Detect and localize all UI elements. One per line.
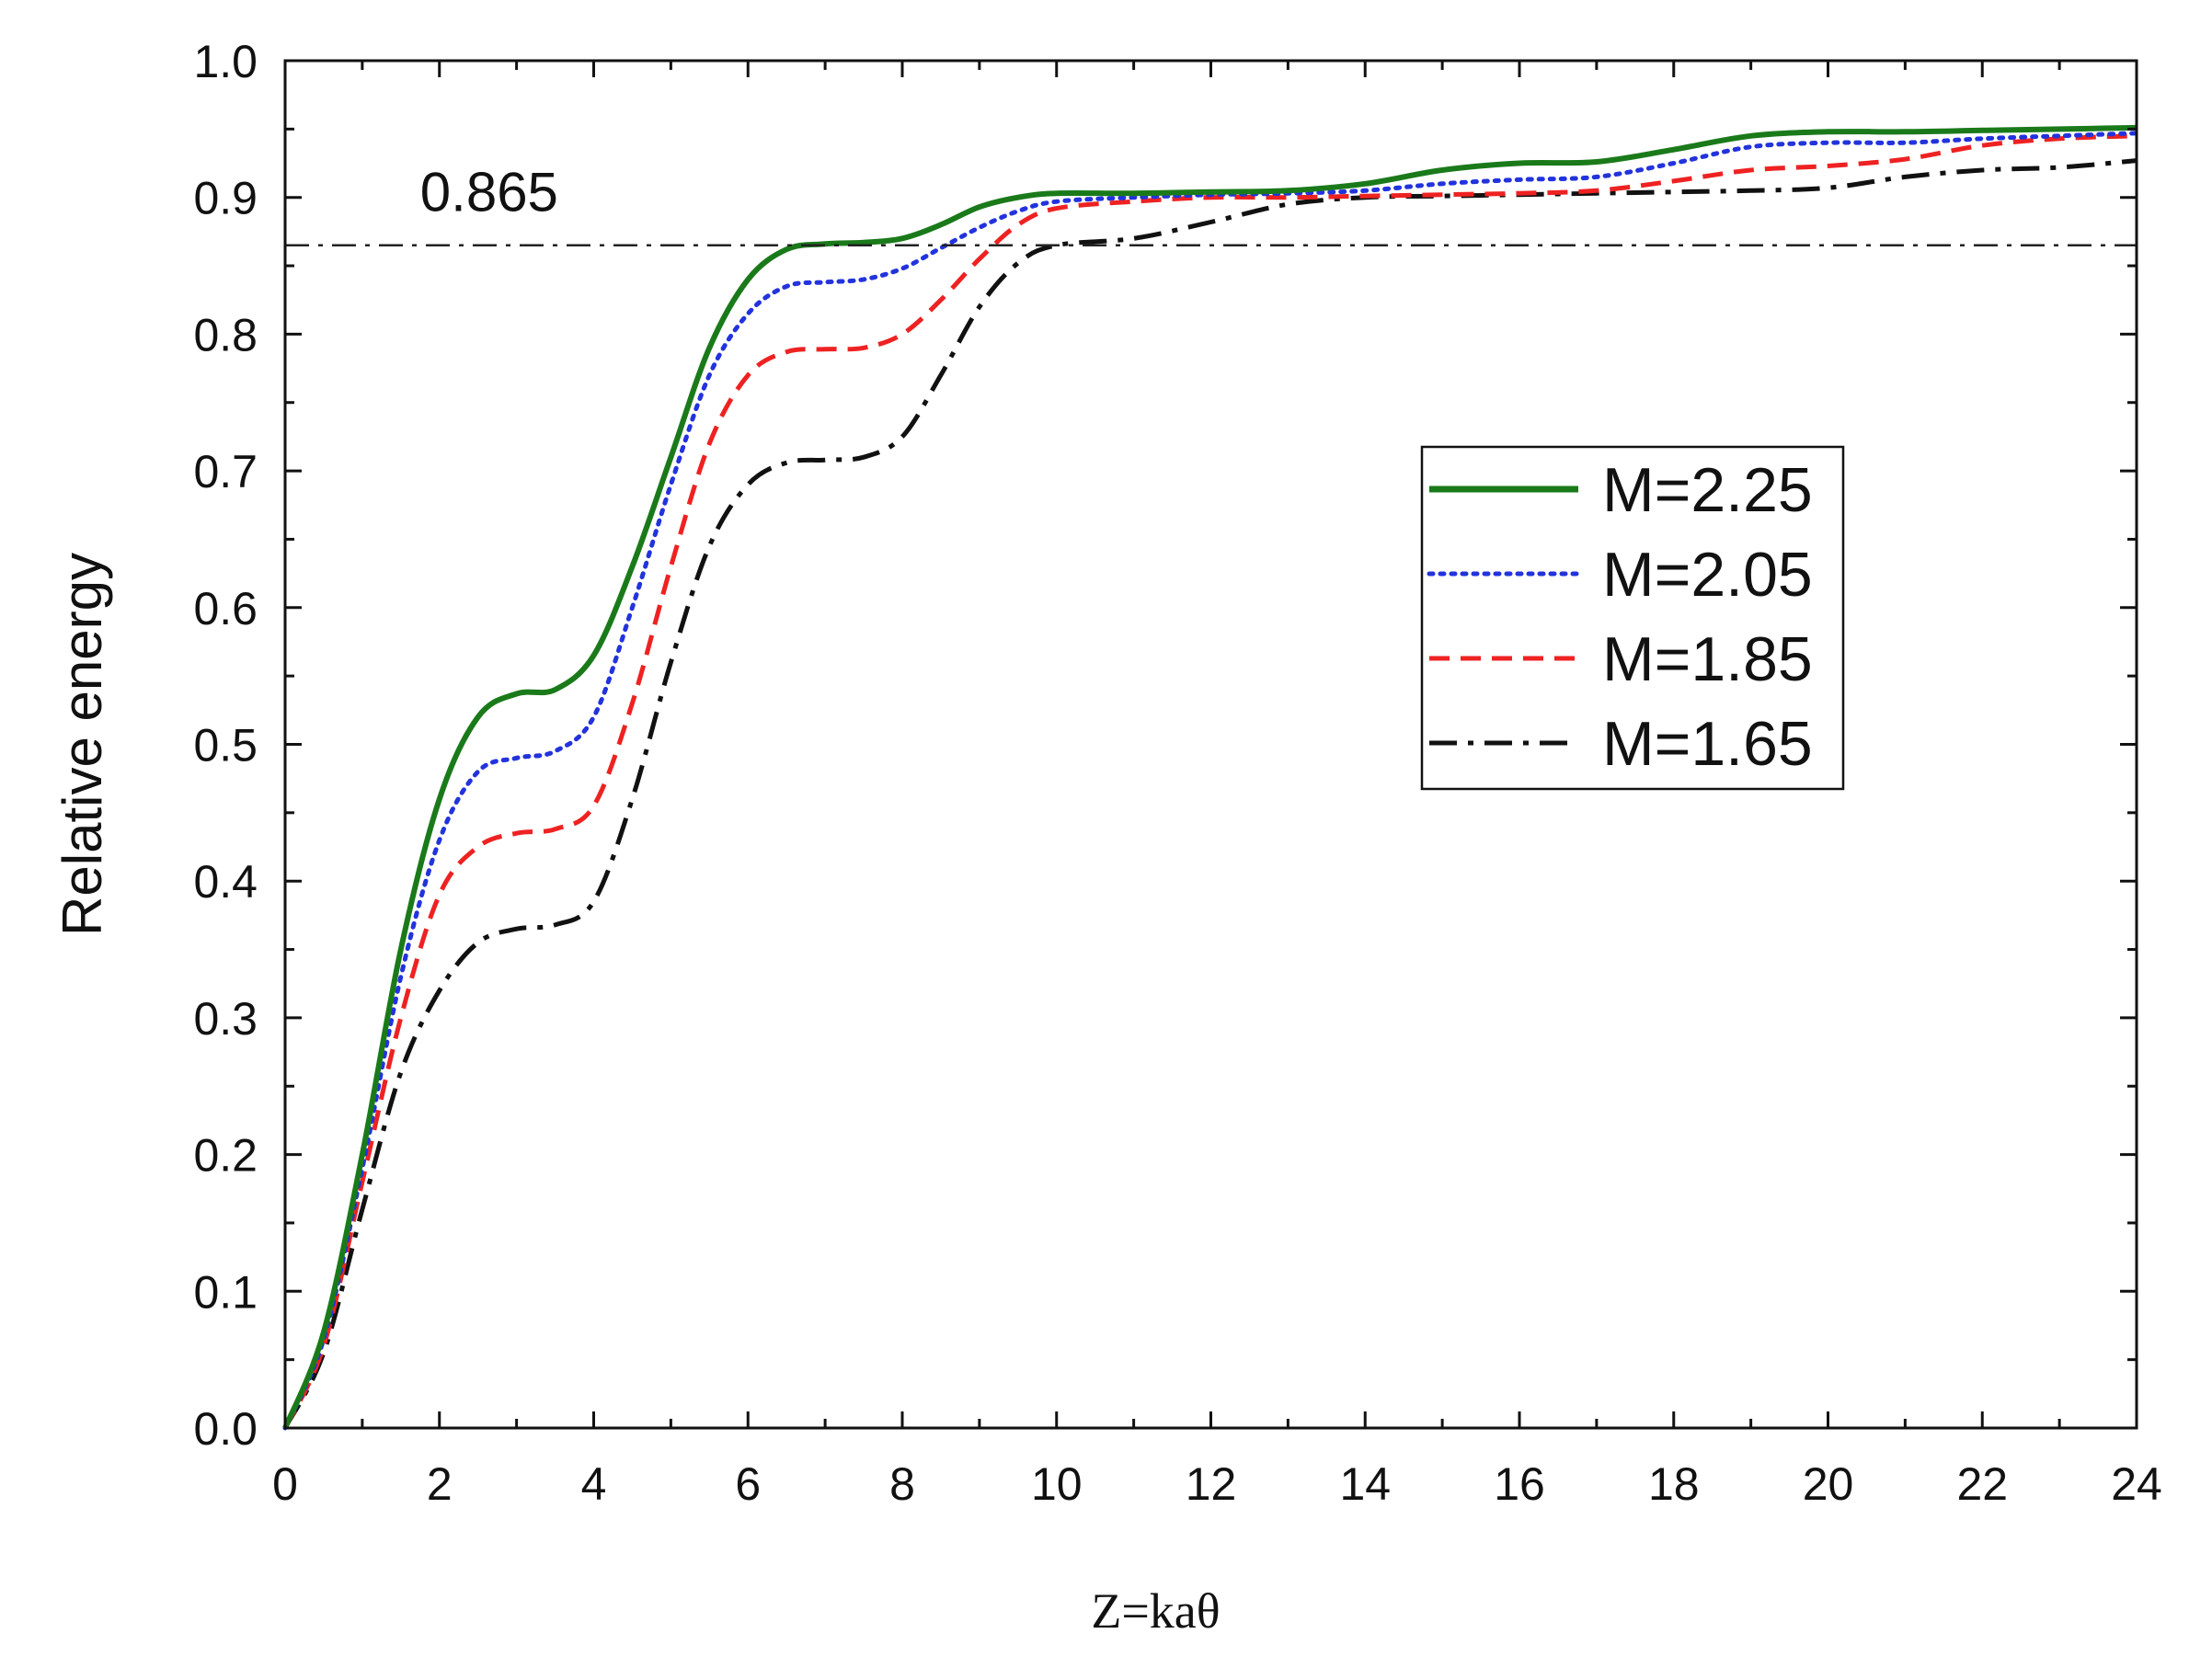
legend: M=2.25 M=2.05 M=1.85 M=1.65 bbox=[1420, 445, 1845, 791]
x-tick-label: 0 bbox=[272, 1458, 298, 1510]
x-tick-label: 2 bbox=[427, 1458, 453, 1510]
x-tick-label: 16 bbox=[1494, 1458, 1545, 1510]
y-tick-label: 0.7 bbox=[193, 446, 258, 497]
y-tick-label: 0.2 bbox=[193, 1130, 258, 1182]
y-tick-label: 0.1 bbox=[193, 1266, 258, 1318]
x-tick-label: 4 bbox=[581, 1458, 607, 1510]
series-layer bbox=[282, 124, 2139, 1431]
x-tick-label: 20 bbox=[1803, 1458, 1854, 1510]
y-tick-label: 0.0 bbox=[193, 1403, 258, 1455]
axes-layer: 0 2 4 6 8 10 12 14 16 18 20 22 240.00.10.20.30.40.50… bbox=[193, 36, 2161, 1510]
x-tick-label: 6 bbox=[735, 1458, 761, 1510]
series-line-m-2-25 bbox=[282, 124, 2138, 1430]
x-tick-label: 22 bbox=[1956, 1458, 2008, 1510]
y-tick-label: 0.6 bbox=[193, 583, 258, 634]
y-tick-label: 0.8 bbox=[193, 309, 258, 360]
legend-label: M=1.65 bbox=[1602, 709, 1813, 779]
y-tick-label: 0.5 bbox=[193, 720, 258, 771]
y-tick-label: 1.0 bbox=[193, 36, 258, 87]
y-tick-label: 0.3 bbox=[193, 993, 258, 1045]
x-tick-label: 10 bbox=[1031, 1458, 1083, 1510]
y-tick-label: 0.9 bbox=[193, 173, 258, 224]
y-axis-label: Relative energy bbox=[52, 553, 113, 936]
legend-label: M=2.25 bbox=[1602, 455, 1813, 525]
series-line-m-1-85 bbox=[282, 133, 2138, 1430]
x-tick-label: 18 bbox=[1648, 1458, 1700, 1510]
x-tick-label: 14 bbox=[1339, 1458, 1391, 1510]
x-tick-label: 24 bbox=[2111, 1458, 2162, 1510]
y-tick-label: 0.4 bbox=[193, 856, 258, 908]
legend-label: M=2.05 bbox=[1602, 540, 1813, 610]
series-line-m-2-05 bbox=[282, 131, 2139, 1431]
reference-line-label: 0.865 bbox=[420, 162, 558, 223]
legend-box bbox=[1420, 445, 1845, 791]
series-line-m-1-65 bbox=[282, 158, 2138, 1430]
x-axis-label: Z=kaθ bbox=[1091, 1583, 1220, 1639]
x-tick-label: 12 bbox=[1186, 1458, 1237, 1510]
x-tick-label: 8 bbox=[889, 1458, 915, 1510]
legend-label: M=1.85 bbox=[1602, 624, 1813, 694]
